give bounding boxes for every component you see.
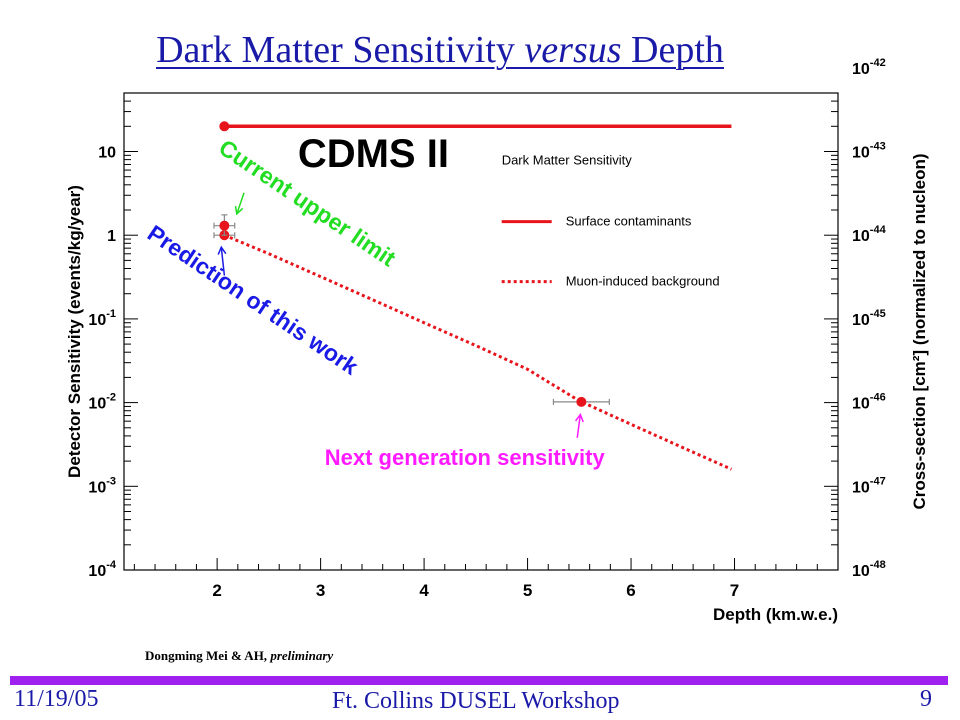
credit-line: Dongming Mei & AH, preliminary [145, 648, 333, 664]
footer-event: Ft. Collins DUSEL Workshop [332, 688, 620, 714]
y-tick-label: 1 [107, 228, 116, 245]
x-tick-label: 5 [523, 581, 532, 600]
footer-page-number: 9 [920, 686, 932, 712]
slide-title-italic: versus [524, 29, 622, 71]
slide-title: Dark Matter Sensitivity versus Depth [0, 28, 880, 72]
data-point [219, 220, 230, 231]
y-tick-label: 10-1 [88, 308, 116, 329]
y2-tick-label: 10-42 [852, 57, 886, 78]
x-tick-label: 7 [730, 581, 739, 600]
y-tick-label: 10-3 [88, 475, 116, 496]
data-point [219, 121, 230, 132]
arrow-prediction-head [217, 245, 227, 255]
chart-title: CDMS II [298, 132, 449, 176]
y2-tick-label: 10-47 [852, 475, 886, 496]
slide-title-part2: Depth [621, 29, 724, 71]
data-point [576, 396, 587, 407]
y2-tick-label: 10-45 [852, 308, 886, 329]
y-tick-label: 10-2 [88, 392, 116, 413]
y-axis-label: Detector Sensitivity (events/kg/year) [65, 185, 84, 478]
credit-authors: Dongming Mei & AH, [145, 648, 271, 663]
x-tick-label: 2 [212, 581, 221, 600]
y2-tick-label: 10-46 [852, 392, 886, 413]
credit-status: preliminary [270, 648, 334, 663]
legend-title: Dark Matter Sensitivity [502, 152, 633, 167]
arrow-prediction [220, 247, 226, 276]
y2-tick-label: 10-48 [852, 559, 886, 580]
arrow-current-limit [236, 192, 245, 215]
y2-tick-label: 10-44 [852, 224, 887, 245]
x-tick-label: 3 [316, 581, 325, 600]
arrow-next-generation-head [575, 412, 584, 423]
y2-tick-label: 10-43 [852, 141, 886, 162]
legend-label: Muon-induced background [566, 274, 720, 289]
x-tick-label: 6 [626, 581, 635, 600]
slide-title-part1: Dark Matter Sensitivity [156, 29, 525, 71]
footer-date: 11/19/05 [14, 686, 99, 712]
series-line [223, 233, 733, 471]
arrow-current-limit-head [234, 205, 244, 216]
x-axis-label: Depth (km.w.e.) [713, 605, 838, 624]
y-tick-label: 10 [98, 145, 116, 162]
x-tick-label: 4 [419, 581, 429, 600]
arrow-next-generation [576, 414, 582, 438]
legend-label: Surface contaminants [566, 214, 692, 229]
annotation-next-generation: Next generation sensitivity [325, 445, 606, 470]
footer-divider [10, 676, 948, 685]
annotation-prediction: Prediction of this work [143, 220, 363, 380]
y2-axis-label: Cross-section [cm²] (normalized to nucle… [910, 153, 929, 509]
y-tick-label: 10-4 [88, 559, 116, 580]
